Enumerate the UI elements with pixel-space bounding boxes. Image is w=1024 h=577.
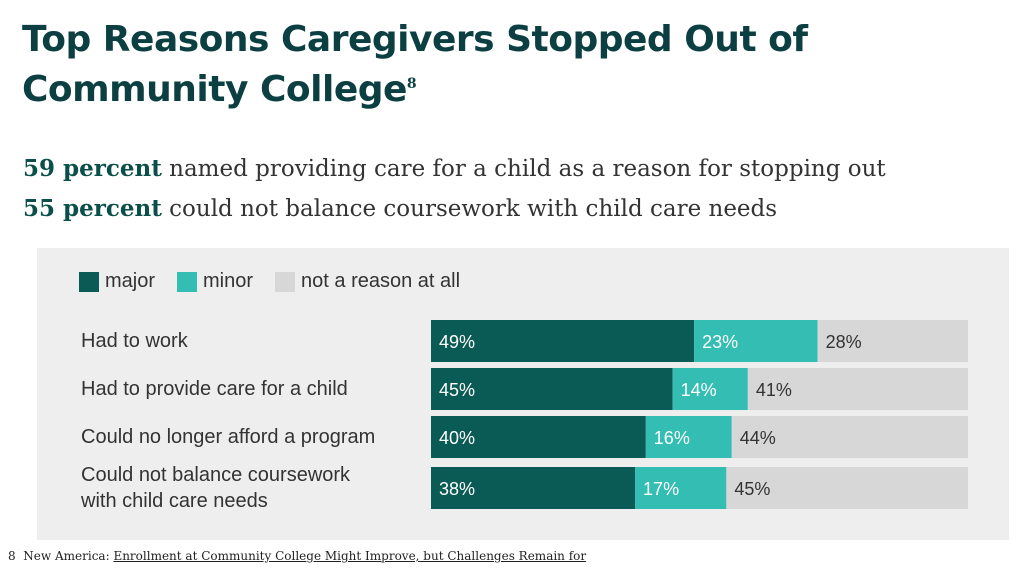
data-label: 23% xyxy=(702,332,738,352)
data-label: 38% xyxy=(439,479,475,499)
footnote: 8 New America: Enrollment at Community C… xyxy=(8,549,587,563)
legend-swatch-major xyxy=(79,271,99,292)
bar-segment-minor xyxy=(635,467,727,509)
bar-segment-major xyxy=(431,368,673,410)
data-label: 40% xyxy=(439,428,475,448)
stat-line-2: 55 percent could not balance coursework … xyxy=(23,195,778,222)
data-label: 45% xyxy=(734,479,770,499)
legend-swatch-minor xyxy=(177,271,198,292)
bar-segment-major xyxy=(431,416,646,458)
category-label-line: Could no longer afford a program xyxy=(81,426,376,448)
category-label: Had to provide care for a child xyxy=(81,376,421,402)
stat-line-1: 59 percent named providing care for a ch… xyxy=(23,155,886,182)
data-label: 41% xyxy=(756,380,792,400)
bar-segment-not-a-reason-at-all xyxy=(747,368,968,410)
category-label-line: Had to work xyxy=(81,330,188,352)
bar-segment-minor xyxy=(645,416,732,458)
category-label-line: with child care needs xyxy=(81,490,268,512)
category-label: Could not balance coursework with child c… xyxy=(81,462,421,514)
chart-legend: major minor not a reason at all xyxy=(79,270,482,293)
category-label: Had to work xyxy=(81,328,421,354)
legend-item-not-a-reason: not a reason at all xyxy=(275,270,460,293)
footnote-reference: 8 xyxy=(406,76,417,92)
footnote-link[interactable]: Enrollment at Community College Might Im… xyxy=(113,549,587,563)
chart-panel: major minor not a reason at all Had to w… xyxy=(37,248,1009,540)
legend-swatch-not-a-reason xyxy=(275,271,296,292)
data-label: 17% xyxy=(643,479,679,499)
data-label: 45% xyxy=(439,380,475,400)
data-label: 16% xyxy=(654,428,690,448)
data-label: 49% xyxy=(439,332,475,352)
bar-segment-not-a-reason-at-all xyxy=(726,467,968,509)
bar-segment-not-a-reason-at-all xyxy=(817,320,968,362)
bar-segment-minor xyxy=(694,320,818,362)
category-label-line: Had to provide care for a child xyxy=(81,378,348,400)
data-label: 28% xyxy=(826,332,862,352)
legend-item-minor: minor xyxy=(177,270,253,293)
category-label: Could no longer afford a program xyxy=(81,424,421,450)
bar-segment-not-a-reason-at-all xyxy=(731,416,968,458)
legend-item-major: major xyxy=(79,270,155,293)
bar-segment-minor xyxy=(672,368,748,410)
bar-segment-major xyxy=(431,320,695,362)
bar-segment-major xyxy=(431,467,636,509)
page-title: Top Reasons Caregivers Stopped Out of Co… xyxy=(22,19,808,110)
category-label-line: Could not balance coursework xyxy=(81,464,351,486)
bar-chart: 49% 23% 28% 45% 14% 41% 40% 16% 44% 38% 17% 45% xyxy=(431,320,968,509)
data-label: 14% xyxy=(681,380,717,400)
data-label: 44% xyxy=(740,428,776,448)
